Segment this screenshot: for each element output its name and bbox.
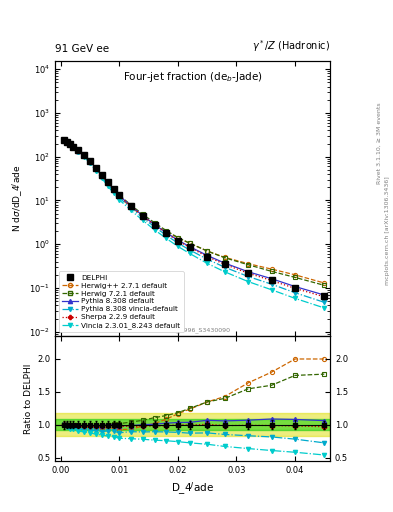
Text: Four-jet fraction (de$_b$-Jade): Four-jet fraction (de$_b$-Jade) bbox=[123, 70, 263, 83]
X-axis label: D_4$^J$ade: D_4$^J$ade bbox=[171, 480, 214, 497]
Y-axis label: Ratio to DELPHI: Ratio to DELPHI bbox=[24, 363, 33, 434]
Legend: DELPHI, Herwig++ 2.7.1 default, Herwig 7.2.1 default, Pythia 8.308 default, Pyth: DELPHI, Herwig++ 2.7.1 default, Herwig 7… bbox=[59, 271, 184, 332]
Text: DELPHI_1996_S3430090: DELPHI_1996_S3430090 bbox=[154, 328, 231, 333]
Text: $\gamma^*/Z$ (Hadronic): $\gamma^*/Z$ (Hadronic) bbox=[252, 38, 330, 54]
Bar bbox=[55, 419, 330, 430]
Bar bbox=[55, 413, 330, 437]
Y-axis label: N d$\sigma$/dD_4$^J$ade: N d$\sigma$/dD_4$^J$ade bbox=[11, 165, 25, 232]
Text: 91 GeV ee: 91 GeV ee bbox=[55, 44, 109, 54]
Text: mcplots.cern.ch [arXiv:1306.3436]: mcplots.cern.ch [arXiv:1306.3436] bbox=[385, 176, 389, 285]
Text: Rivet 3.1.10, ≥ 3M events: Rivet 3.1.10, ≥ 3M events bbox=[377, 102, 382, 184]
